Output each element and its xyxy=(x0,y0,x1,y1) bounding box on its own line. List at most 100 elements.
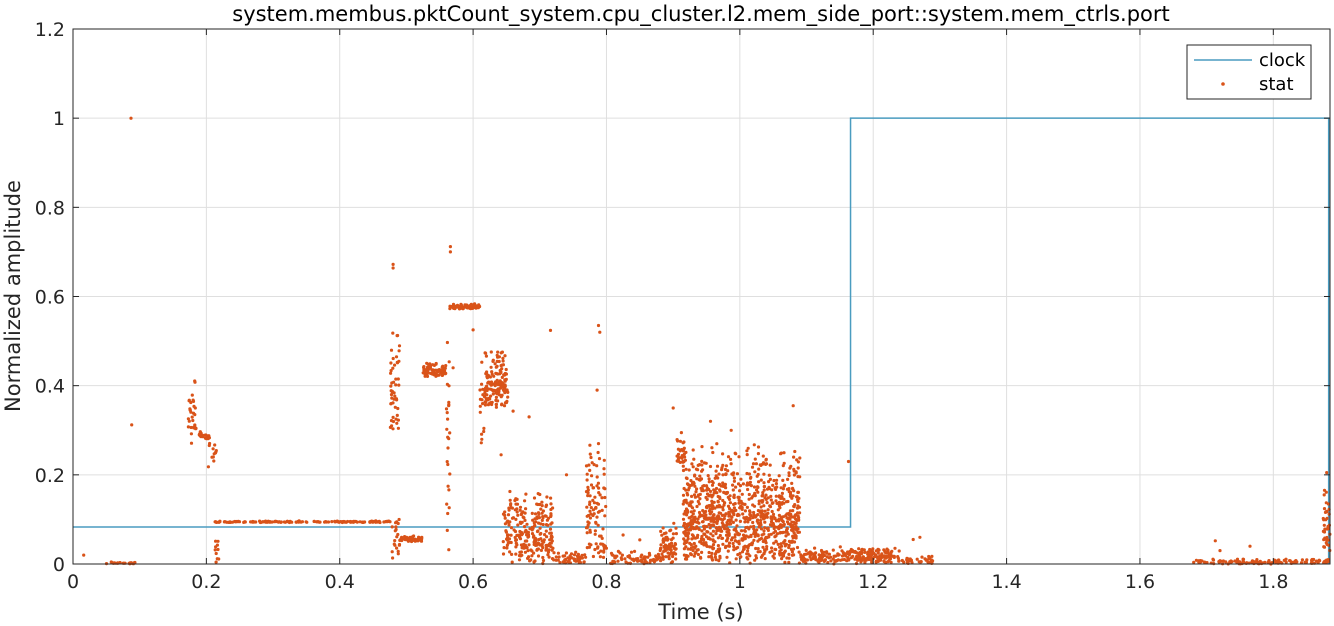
stat-point xyxy=(496,399,500,403)
stat-point xyxy=(838,545,842,549)
stat-point xyxy=(689,546,694,550)
stat-point xyxy=(702,511,706,515)
stat-point xyxy=(727,522,731,526)
stat-point xyxy=(1300,558,1304,562)
stat-point xyxy=(778,506,782,510)
stat-point xyxy=(199,434,203,438)
stat-point xyxy=(754,462,759,466)
stat-point xyxy=(695,487,699,491)
stat-point xyxy=(743,509,748,513)
clock-series xyxy=(73,117,1330,564)
stat-point xyxy=(735,524,739,528)
stat-point xyxy=(755,485,760,489)
stat-point xyxy=(394,525,398,529)
stat-point xyxy=(602,467,606,471)
stat-point xyxy=(678,460,682,464)
stat-point xyxy=(681,517,686,521)
stat-point xyxy=(770,524,774,528)
stat-point xyxy=(741,512,745,516)
stat-point xyxy=(533,512,538,516)
stat-point xyxy=(444,364,448,368)
stat-point xyxy=(749,525,753,529)
stat-point xyxy=(731,488,735,492)
stat-point xyxy=(609,561,613,566)
stat-point xyxy=(746,549,750,553)
stat-point xyxy=(770,549,774,553)
stat-point xyxy=(788,509,793,513)
stat-point xyxy=(193,413,197,417)
stat-point xyxy=(724,472,728,477)
stat-point xyxy=(885,555,890,559)
stat-point xyxy=(312,519,316,524)
stat-point xyxy=(795,495,799,499)
stat-point xyxy=(738,519,743,524)
stat-point xyxy=(211,455,215,459)
stat-point xyxy=(277,520,281,524)
stat-point xyxy=(724,523,729,528)
stat-point xyxy=(547,555,551,559)
stat-point xyxy=(676,452,681,456)
stat-point xyxy=(522,516,526,520)
stat-point xyxy=(696,526,701,531)
stat-point xyxy=(795,458,799,462)
stat-point xyxy=(518,508,522,512)
stat-point xyxy=(720,536,724,541)
stat-point xyxy=(480,432,484,436)
stat-point xyxy=(422,365,426,369)
stat-point xyxy=(344,520,348,524)
stat-point xyxy=(1326,502,1331,506)
stat-point xyxy=(450,305,454,309)
stat-point xyxy=(686,547,690,551)
stat-point xyxy=(348,519,352,524)
stat-point xyxy=(507,537,512,541)
stat-point xyxy=(780,519,785,523)
stat-point xyxy=(537,538,541,542)
stat-point xyxy=(589,455,593,460)
stat-point xyxy=(756,534,760,538)
stat-point xyxy=(596,442,601,446)
stat-point xyxy=(790,520,794,524)
stat-point xyxy=(787,516,791,520)
stat-point xyxy=(584,555,588,559)
stat-point xyxy=(792,473,797,477)
stat-point xyxy=(700,534,704,539)
stat-point xyxy=(749,484,754,488)
stat-point xyxy=(390,396,394,400)
stat-point xyxy=(189,441,194,445)
stat-point xyxy=(572,553,577,557)
stat-point xyxy=(759,505,763,509)
stat-point xyxy=(556,551,561,555)
stat-point xyxy=(595,515,599,519)
stat-point xyxy=(699,539,703,543)
stat-point xyxy=(438,368,443,372)
stat-point xyxy=(690,483,694,487)
stat-point xyxy=(722,526,727,531)
stat-point xyxy=(352,520,356,524)
stat-point xyxy=(877,556,882,560)
stat-point xyxy=(756,452,761,456)
stat-point xyxy=(712,520,716,524)
stat-point xyxy=(390,550,394,554)
stat-point xyxy=(726,544,730,548)
stat-point xyxy=(671,406,675,410)
stat-point xyxy=(516,513,520,517)
stat-point xyxy=(846,459,851,464)
stat-point xyxy=(684,507,689,511)
stat-point xyxy=(504,530,508,534)
stat-point xyxy=(585,514,589,518)
stat-point xyxy=(593,495,597,499)
stat-point xyxy=(779,542,783,546)
stat-point xyxy=(682,452,686,456)
chart-title: system.membus.pktCount_system.cpu_cluste… xyxy=(232,2,1169,27)
stat-point xyxy=(711,529,716,533)
stat-point xyxy=(796,475,800,479)
stat-point xyxy=(520,553,524,557)
stat-point xyxy=(718,554,722,558)
stat-point xyxy=(737,498,741,502)
stat-point xyxy=(540,500,544,504)
stat-point xyxy=(445,502,449,506)
stat-point xyxy=(538,532,542,536)
stat-point xyxy=(714,474,718,478)
stat-point xyxy=(766,508,770,512)
